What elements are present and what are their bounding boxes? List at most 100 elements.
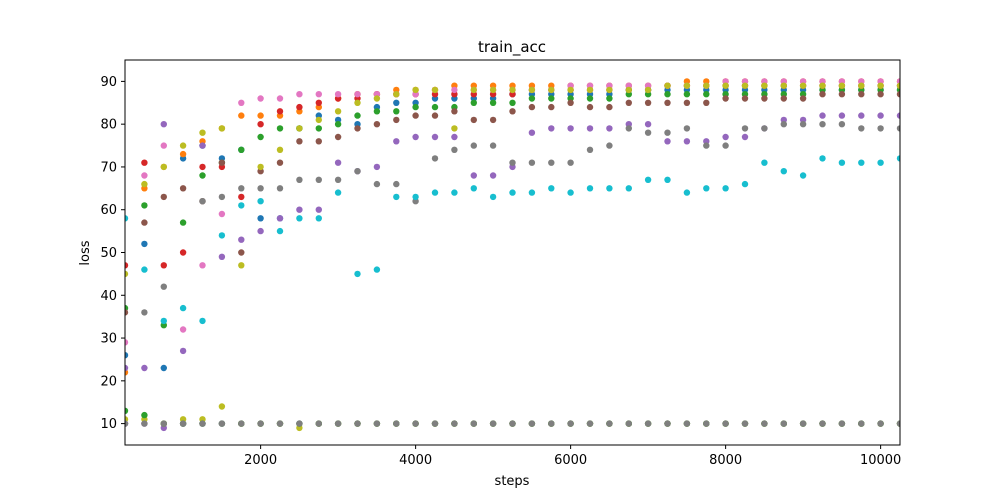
plot-frame — [124, 59, 901, 446]
data-point — [141, 159, 148, 166]
data-point — [606, 103, 613, 111]
data-point — [199, 172, 206, 179]
data-point — [819, 82, 826, 89]
data-point — [683, 82, 691, 89]
data-point — [548, 86, 555, 94]
data-point — [896, 125, 900, 132]
data-point — [896, 82, 900, 89]
data-point — [489, 193, 497, 201]
data-point — [683, 189, 691, 196]
data-point — [160, 317, 167, 325]
data-point — [548, 159, 555, 166]
data-point — [819, 121, 826, 128]
data-point — [257, 163, 264, 171]
data-point — [819, 91, 826, 98]
data-point — [431, 420, 439, 427]
data-point — [838, 82, 846, 89]
data-point — [125, 352, 129, 359]
data-point — [451, 146, 458, 153]
data-point — [451, 125, 458, 132]
data-point — [606, 95, 613, 102]
data-point — [179, 304, 187, 312]
chart-marks — [125, 78, 900, 432]
data-point — [858, 125, 865, 132]
data-point — [896, 420, 900, 427]
data-point — [125, 407, 129, 414]
data-point — [238, 146, 245, 153]
data-point — [238, 420, 245, 427]
data-point — [625, 420, 632, 427]
data-point — [838, 112, 846, 119]
data-point — [160, 193, 167, 201]
data-point — [451, 133, 458, 141]
data-point — [373, 95, 381, 102]
data-point — [412, 420, 419, 427]
data-point — [393, 99, 400, 107]
data-point — [296, 103, 303, 111]
y-tick-label: 60 — [100, 203, 117, 218]
x-axis: 2000 4000 6000 8000 10000 — [244, 445, 901, 468]
data-point — [373, 121, 381, 128]
data-point — [296, 125, 303, 132]
data-point — [218, 253, 226, 260]
data-point — [644, 176, 652, 183]
data-point — [257, 95, 264, 102]
y-tick-label: 20 — [100, 374, 117, 389]
data-point — [509, 159, 516, 166]
data-point — [238, 193, 245, 201]
data-point — [722, 82, 729, 89]
data-point — [722, 185, 729, 192]
data-point — [179, 326, 187, 333]
data-point — [451, 86, 458, 94]
data-point — [741, 180, 749, 188]
data-point — [179, 347, 187, 355]
data-point — [586, 185, 594, 192]
data-point — [354, 125, 361, 132]
y-tick-label: 70 — [100, 160, 117, 175]
data-point — [373, 420, 381, 427]
data-point — [218, 232, 226, 239]
data-point — [741, 133, 749, 141]
data-point — [586, 125, 594, 132]
data-point — [703, 185, 710, 192]
data-point — [858, 420, 865, 427]
data-point — [664, 138, 671, 145]
data-point — [896, 91, 900, 98]
data-point — [393, 108, 400, 115]
data-point — [125, 215, 129, 222]
data-point — [238, 262, 245, 269]
data-point — [179, 142, 187, 149]
data-point — [877, 91, 884, 98]
data-point — [470, 185, 477, 192]
data-point — [548, 95, 555, 102]
data-point — [334, 189, 342, 196]
data-point — [761, 82, 768, 89]
data-point — [238, 236, 245, 243]
data-point — [470, 116, 477, 124]
data-point — [528, 129, 536, 136]
data-point — [179, 219, 187, 226]
data-point — [125, 364, 129, 372]
data-point — [315, 138, 322, 145]
data-point — [586, 95, 594, 102]
data-point — [683, 91, 691, 98]
data-point — [296, 206, 303, 213]
data-point — [257, 227, 264, 235]
data-point — [354, 99, 361, 107]
data-point — [567, 159, 574, 166]
data-point — [799, 121, 807, 128]
data-point — [528, 86, 536, 94]
data-point — [780, 168, 787, 175]
data-point — [393, 138, 400, 145]
data-point — [276, 215, 284, 222]
data-point — [509, 189, 516, 196]
data-point — [741, 95, 749, 102]
data-point — [141, 202, 148, 209]
x-tick-label: 6000 — [554, 453, 587, 468]
data-point — [431, 189, 439, 196]
data-point — [334, 108, 342, 115]
data-point — [238, 202, 245, 209]
data-point — [819, 155, 826, 162]
x-tick-label: 8000 — [709, 453, 742, 468]
data-point — [125, 420, 129, 427]
